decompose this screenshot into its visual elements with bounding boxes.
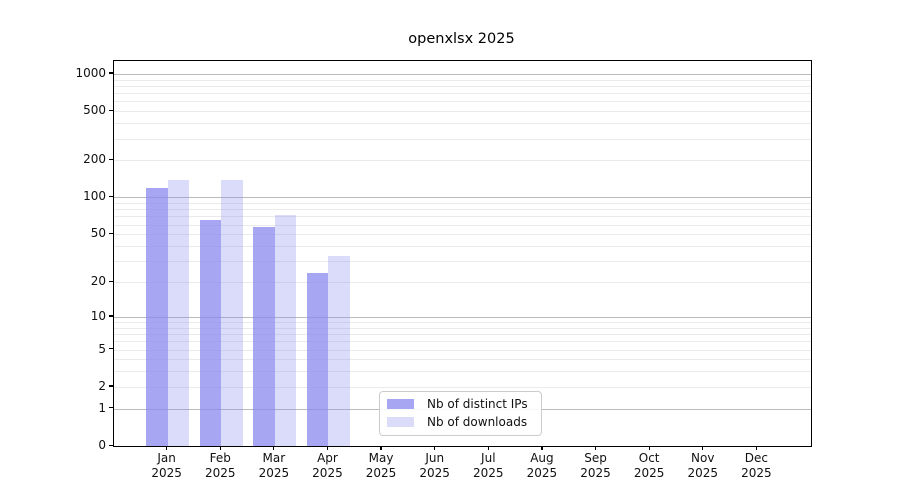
legend-row-nb-of-downloads: Nb of downloads <box>387 415 532 429</box>
gridline-minor <box>114 85 811 87</box>
bar-nb-of-downloads-feb-2025 <box>221 180 243 446</box>
x-axis-tick-label: Jan 2025 <box>151 451 182 480</box>
y-axis-tick <box>109 232 113 234</box>
y-axis-tick <box>109 385 113 387</box>
legend-label: Nb of downloads <box>427 415 528 429</box>
gridline-minor <box>114 334 811 336</box>
y-axis-tick <box>109 348 113 350</box>
x-axis-tick-label: Jul 2025 <box>473 451 504 480</box>
gridline-minor <box>114 216 811 218</box>
y-axis-tick-label: 5 <box>98 341 106 356</box>
bar-nb-of-downloads-apr-2025 <box>328 256 350 446</box>
y-axis-tick-label: 2 <box>98 378 106 393</box>
y-axis-tick-label: 500 <box>83 103 106 118</box>
x-axis-tick <box>434 446 436 450</box>
x-axis-tick-label: Nov 2025 <box>687 451 719 480</box>
gridline-minor <box>114 79 811 81</box>
gridline-minor <box>114 349 811 351</box>
y-axis-tick-label: 50 <box>90 226 106 241</box>
gridline-minor <box>114 93 811 95</box>
y-axis-tick <box>109 158 113 161</box>
x-axis-tick <box>648 446 650 450</box>
gridline-minor <box>114 321 811 323</box>
x-axis-tick <box>166 446 168 450</box>
bar-nb-of-distinct-ips-mar-2025 <box>253 227 275 446</box>
legend-row-nb-of-distinct-ips: Nb of distinct IPs <box>387 397 532 411</box>
gridline-minor <box>114 234 811 236</box>
gridline-major <box>114 73 811 75</box>
x-axis-tick-label: May 2025 <box>365 451 397 480</box>
x-axis-tick <box>326 446 329 450</box>
gridline-minor <box>114 111 811 113</box>
y-axis-tick-label: 10 <box>90 308 106 323</box>
x-axis-tick-label: Oct 2025 <box>633 451 665 480</box>
bar-nb-of-distinct-ips-jan-2025 <box>146 187 168 446</box>
gridline-minor <box>114 123 811 125</box>
x-axis-tick-label: Aug 2025 <box>526 451 558 480</box>
gridline-major <box>114 197 811 199</box>
gridline-minor <box>114 327 811 329</box>
gridline-minor <box>114 282 811 284</box>
gridline-minor <box>114 160 811 162</box>
legend-label: Nb of distinct IPs <box>427 397 528 411</box>
x-axis-tick <box>594 446 597 450</box>
gridline-minor <box>114 203 811 205</box>
y-axis-tick-label: 100 <box>83 189 106 204</box>
gridline-minor <box>114 261 811 263</box>
legend-swatch-icon <box>387 417 414 427</box>
bar-nb-of-distinct-ips-feb-2025 <box>199 220 222 446</box>
gridline-minor <box>114 138 811 140</box>
y-axis-tick <box>109 444 113 446</box>
legend-swatch-icon <box>387 399 414 409</box>
gridline-minor <box>114 246 811 247</box>
y-axis-tick <box>109 407 113 409</box>
gridline-major <box>114 316 811 318</box>
x-axis-tick-label: Sep 2025 <box>580 451 611 480</box>
y-axis-tick-label: 0 <box>98 438 106 452</box>
x-axis-tick-label: Apr 2025 <box>312 451 343 480</box>
x-axis-tick-label: Jun 2025 <box>419 451 450 480</box>
gridline-minor <box>114 209 811 211</box>
gridline-minor <box>114 101 811 103</box>
x-axis-tick <box>487 446 489 450</box>
y-axis-tick <box>109 109 113 111</box>
y-axis-tick <box>109 315 113 317</box>
gridline-minor <box>114 386 811 388</box>
y-axis-tick <box>109 72 113 74</box>
y-axis-tick-label: 20 <box>90 274 106 289</box>
x-axis-tick <box>541 446 543 450</box>
gridline-minor <box>114 359 811 361</box>
y-axis-tick-label: 1 <box>98 400 106 415</box>
bar-nb-of-downloads-jan-2025 <box>167 179 190 446</box>
x-axis-tick <box>219 446 221 450</box>
bar-nb-of-downloads-mar-2025 <box>274 214 297 446</box>
gridline-minor <box>114 224 811 226</box>
y-axis-tick <box>109 195 113 198</box>
x-axis-tick <box>380 446 382 450</box>
y-axis-tick <box>109 280 113 282</box>
x-axis-tick-label: Mar 2025 <box>258 451 290 480</box>
x-axis-tick <box>755 446 757 450</box>
x-axis-tick-label: Dec 2025 <box>741 451 772 480</box>
y-axis-tick-label: 1000 <box>75 65 106 80</box>
plot-area: Nb of distinct IPs Nb of downloads <box>113 60 812 447</box>
legend: Nb of distinct IPs Nb of downloads <box>379 391 542 436</box>
x-axis-tick-label: Feb 2025 <box>204 451 236 480</box>
y-axis-tick-label: 200 <box>83 152 106 167</box>
gridline-minor <box>114 341 811 343</box>
x-axis-tick <box>273 446 275 450</box>
chart-title: openxlsx 2025 <box>408 31 515 47</box>
gridline-minor <box>114 371 811 373</box>
x-axis-tick <box>702 446 704 450</box>
bar-nb-of-distinct-ips-apr-2025 <box>306 272 329 446</box>
